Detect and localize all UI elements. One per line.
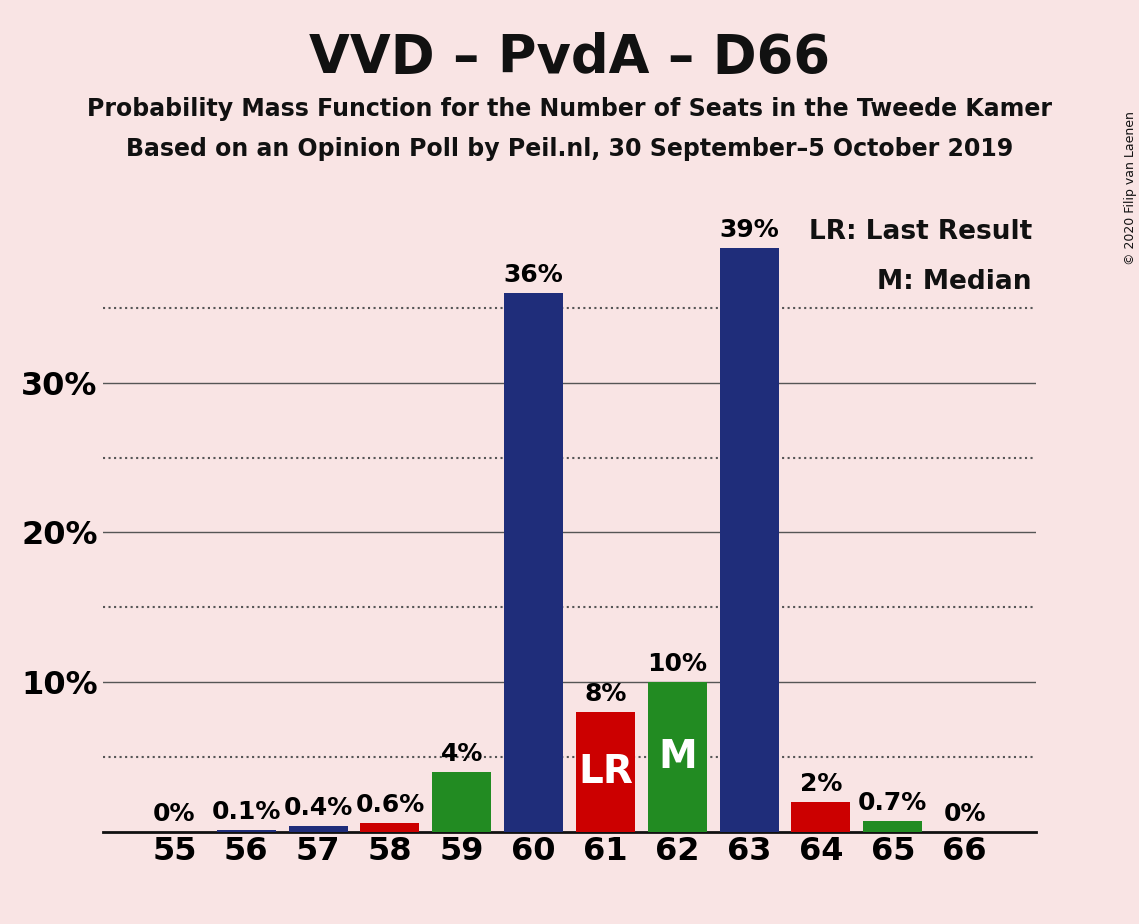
Text: 39%: 39% <box>719 218 779 242</box>
Text: © 2020 Filip van Laenen: © 2020 Filip van Laenen <box>1124 111 1137 265</box>
Text: 0.1%: 0.1% <box>212 800 281 824</box>
Bar <box>648 682 706 832</box>
Text: 8%: 8% <box>584 682 626 706</box>
Bar <box>863 821 923 832</box>
Bar <box>576 711 634 832</box>
Text: Probability Mass Function for the Number of Seats in the Tweede Kamer: Probability Mass Function for the Number… <box>87 97 1052 121</box>
Text: 0.6%: 0.6% <box>355 793 425 817</box>
Text: 0.7%: 0.7% <box>858 791 927 815</box>
Text: 0.4%: 0.4% <box>284 796 353 820</box>
Bar <box>360 822 419 832</box>
Text: Based on an Opinion Poll by Peil.nl, 30 September–5 October 2019: Based on an Opinion Poll by Peil.nl, 30 … <box>126 137 1013 161</box>
Text: M: Median: M: Median <box>877 269 1032 296</box>
Text: M: M <box>658 737 697 776</box>
Text: LR: Last Result: LR: Last Result <box>809 219 1032 245</box>
Text: 2%: 2% <box>800 772 842 796</box>
Text: VVD – PvdA – D66: VVD – PvdA – D66 <box>309 32 830 84</box>
Bar <box>433 772 491 832</box>
Bar <box>720 249 779 832</box>
Text: 0%: 0% <box>943 802 986 826</box>
Text: LR: LR <box>577 753 633 791</box>
Bar <box>288 826 347 832</box>
Bar <box>216 830 276 832</box>
Text: 4%: 4% <box>441 742 483 766</box>
Bar <box>792 802 851 832</box>
Text: 0%: 0% <box>153 802 196 826</box>
Text: 36%: 36% <box>503 263 564 287</box>
Bar <box>505 293 563 832</box>
Text: 10%: 10% <box>647 652 707 676</box>
